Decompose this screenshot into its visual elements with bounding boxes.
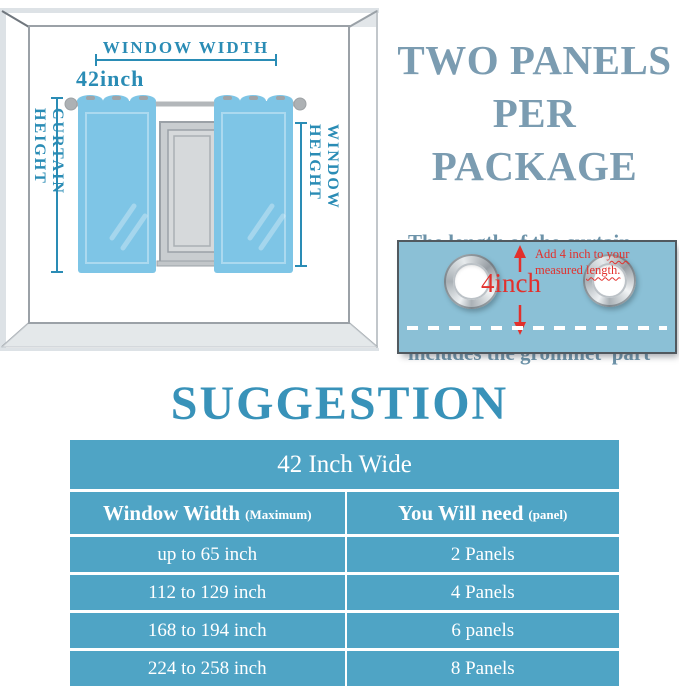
cell-window-width: up to 65 inch — [157, 543, 258, 565]
package-heading-line1: TWO PANELS — [397, 37, 672, 83]
cell-window-width: 112 to 129 inch — [148, 581, 267, 603]
column-header-text: You Will need — [398, 500, 524, 525]
curtain-panel-left — [77, 95, 156, 273]
room-bottom-edge — [0, 348, 379, 351]
window-height-label: WINDOW HEIGHT — [306, 124, 341, 210]
column-header-you-will-need: You Will need (panel) — [344, 492, 620, 534]
hem-dashed-line — [407, 326, 667, 330]
column-header-subtext: (panel) — [528, 507, 568, 522]
add-length-note-line1: Add 4 inch to your — [535, 246, 669, 262]
room-left-edge — [0, 8, 6, 349]
add-length-note-line2: measured length. — [535, 262, 669, 278]
note-text: Add 4 inch to — [535, 247, 607, 261]
corner-line-top-left — [1, 10, 30, 28]
package-heading: TWO PANELS PER PACKAGE — [390, 34, 679, 193]
table-header-row: Window Width (Maximum) You Will need (pa… — [70, 489, 619, 534]
column-header-text: Window Width — [102, 500, 241, 525]
cell-panels: 6 panels — [344, 613, 620, 648]
grommet-ring-left-icon — [444, 254, 499, 309]
cell-window-width: 168 to 194 inch — [147, 619, 267, 641]
grommet-measure-value: 4inch — [481, 268, 541, 298]
note-text: measured — [535, 263, 587, 278]
table-row: up to 65 inch 2 Panels — [70, 534, 619, 572]
floor — [0, 322, 379, 348]
note-text-underlined: your — [606, 247, 630, 261]
note-text-underlined: length. — [586, 263, 621, 278]
add-length-note: Add 4 inch to your measured length. — [535, 246, 669, 279]
curtain-width-value: 42inch — [76, 66, 145, 91]
curtain-panel-right — [214, 95, 293, 273]
suggestion-title: SUGGESTION — [170, 377, 509, 430]
corner-line-top-right — [348, 10, 378, 28]
cell-panels: 4 Panels — [344, 575, 620, 610]
room-illustration: WINDOW WIDTH 42inch CURTAIN HEIGHT WINDO… — [0, 0, 385, 358]
cell-panels: 2 Panels — [344, 537, 620, 572]
cell-window-width: 224 to 258 inch — [147, 657, 267, 679]
grommet-ring-right-icon — [583, 254, 636, 307]
column-header-window-width: Window Width (Maximum) — [70, 492, 345, 534]
window-width-label: WINDOW WIDTH — [102, 38, 270, 57]
curtain-height-label: CURTAIN HEIGHT — [31, 108, 66, 195]
table-row: 224 to 258 inch 8 Panels — [70, 648, 619, 686]
measurement-lines — [51, 54, 307, 273]
table-row: 112 to 129 inch 4 Panels — [70, 572, 619, 610]
column-header-subtext: (Maximum) — [245, 507, 312, 522]
cell-panels: 8 Panels — [344, 651, 620, 686]
table-title-row: 42 Inch Wide — [277, 450, 412, 478]
table-row: 168 to 194 inch 6 panels — [70, 610, 619, 648]
package-heading-line2: PER PACKAGE — [431, 90, 638, 189]
grommet-diagram: 4inch Add 4 inch to your measured length… — [397, 240, 677, 354]
room-illustration-graphic — [0, 8, 379, 351]
room-top-edge — [0, 8, 379, 13]
suggestion-table: 42 Inch Wide Window Width (Maximum) You … — [70, 440, 619, 686]
